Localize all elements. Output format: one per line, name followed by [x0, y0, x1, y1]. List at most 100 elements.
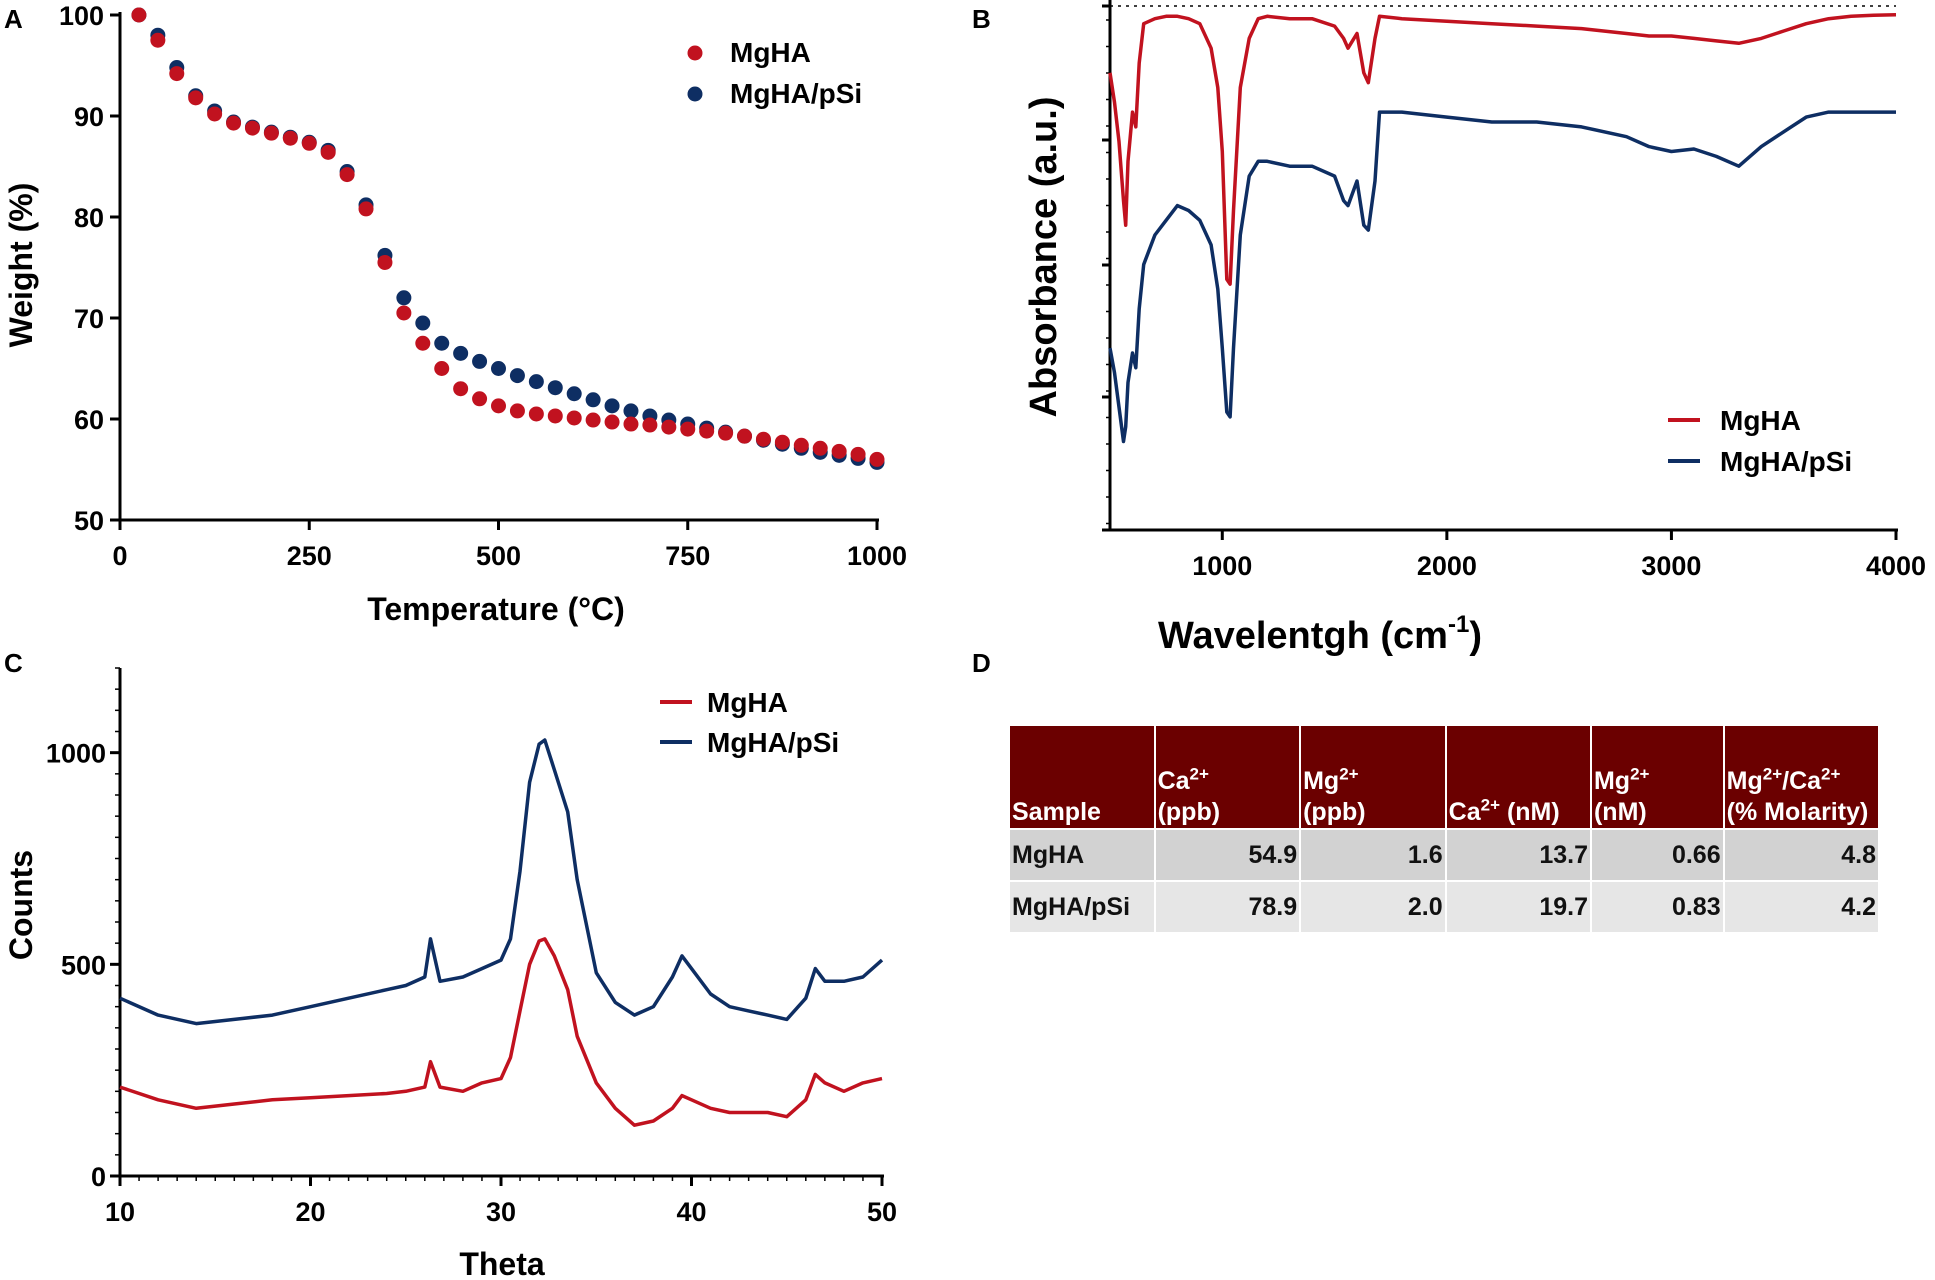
data-point [472, 353, 488, 369]
data-point [585, 412, 601, 428]
xrd-legend: MgHA MgHA/pSi [660, 687, 839, 758]
table-row: MgHA 54.9 1.6 13.7 0.66 4.8 [1010, 830, 1878, 880]
data-point [604, 398, 620, 414]
y-tick-label: 0 [91, 1162, 106, 1192]
x-tick-label: 10 [105, 1197, 135, 1227]
cell-ca-nm: 19.7 [1446, 882, 1590, 932]
data-point [358, 201, 374, 217]
ftir-axes: 1000 2000 3000 4000 [1102, 0, 1926, 581]
data-point [528, 374, 544, 390]
data-point [339, 167, 355, 183]
x-tick-label: 750 [665, 541, 710, 571]
ftir-chart: 1000 2000 3000 4000 Wavelentgh (cm-1) Absor… [1023, 0, 1926, 657]
tga-y-axis-label: Weight (%) [3, 183, 39, 348]
y-tick-label: 100 [59, 1, 104, 31]
series-mgha [131, 7, 885, 467]
data-point [604, 414, 620, 430]
data-point [793, 437, 809, 453]
xrd-marks [119, 738, 884, 1127]
series-line-mgha [119, 937, 883, 1127]
ftir-y-axis-label: Absorbance (a.u.) [1023, 97, 1065, 418]
data-point [831, 443, 847, 459]
xrd-axes: 0 500 1000 10 20 30 40 50 [46, 667, 897, 1227]
header-mg-ca-molarity: Mg2+/Ca2+ (% Molarity) [1724, 726, 1878, 828]
tga-legend: MgHA MgHA/pSi [687, 37, 862, 109]
data-point [850, 446, 866, 462]
legend-marker-mgha [687, 45, 703, 61]
y-tick-label: 70 [74, 304, 104, 334]
data-point [623, 416, 639, 432]
table-header-row: Sample Ca2+ (ppb) Mg2+ (ppb) Ca2+ (nM) Mg2… [1010, 726, 1878, 828]
header-sample: Sample [1010, 726, 1154, 828]
data-point [453, 381, 469, 397]
x-tick-label: 30 [486, 1197, 516, 1227]
legend-label-mgha: MgHA [707, 687, 788, 718]
panel-label-d: D [972, 648, 991, 678]
data-point [169, 66, 185, 82]
legend-label-mgha-psi: MgHA/pSi [707, 727, 839, 758]
tga-marks [131, 7, 885, 470]
data-point [661, 419, 677, 435]
data-point [434, 361, 450, 376]
data-point [718, 425, 734, 441]
xrd-y-axis-label: Counts [3, 850, 39, 960]
data-point [301, 135, 317, 151]
data-point [415, 315, 431, 331]
panel-label-a: A [4, 4, 23, 34]
data-point [547, 408, 563, 424]
data-point [566, 410, 582, 426]
y-tick-label: 60 [74, 405, 104, 435]
x-tick-label: 4000 [1866, 551, 1926, 581]
x-tick-label: 0 [112, 541, 127, 571]
data-point [377, 254, 393, 270]
cell-sample: MgHA/pSi [1010, 882, 1154, 932]
data-point [472, 391, 488, 407]
legend-label-mgha-psi: MgHA/pSi [1720, 446, 1852, 477]
data-point [226, 115, 242, 131]
cell-molarity: 4.8 [1724, 830, 1878, 880]
data-point [282, 130, 298, 146]
data-point [812, 440, 828, 456]
cell-mg-nm: 0.83 [1591, 882, 1723, 932]
x-tick-label: 50 [867, 1197, 897, 1227]
cell-ca-ppb: 78.9 [1155, 882, 1300, 932]
data-point [434, 335, 450, 351]
y-tick-label: 90 [74, 102, 104, 132]
panel-label-c: C [4, 648, 23, 678]
cell-ca-nm: 13.7 [1446, 830, 1590, 880]
table-row: MgHA/pSi 78.9 2.0 19.7 0.83 4.2 [1010, 882, 1878, 932]
legend-marker-mgha-psi [687, 86, 703, 102]
series-mgha-psi [131, 7, 885, 470]
series-line-mgha-psi [119, 738, 884, 1026]
xrd-x-axis-label: Theta [459, 1246, 545, 1280]
data-point [491, 398, 506, 414]
panel-label-b: B [972, 4, 991, 34]
x-tick-label: 1000 [1192, 551, 1252, 581]
cell-molarity: 4.2 [1724, 882, 1878, 932]
x-tick-label: 40 [676, 1197, 706, 1227]
x-tick-label: 3000 [1641, 551, 1701, 581]
data-point [528, 406, 544, 422]
data-point [263, 125, 279, 141]
ftir-marks [1108, 13, 1897, 444]
legend-label-mgha: MgHA [1720, 405, 1801, 436]
cell-sample: MgHA [1010, 830, 1154, 880]
data-point [396, 290, 412, 306]
x-tick-label: 250 [287, 541, 332, 571]
data-point [207, 106, 223, 122]
data-point [547, 380, 563, 396]
x-tick-label: 1000 [847, 541, 907, 571]
data-point [244, 120, 260, 136]
data-point [774, 434, 790, 450]
legend-label-mgha-psi: MgHA/pSi [730, 78, 862, 109]
y-tick-label: 1000 [46, 739, 106, 769]
header-ca-nm: Ca2+ (nM) [1446, 726, 1590, 828]
data-point [188, 90, 204, 106]
cell-mg-ppb: 1.6 [1301, 830, 1445, 880]
data-point [680, 421, 696, 437]
data-point [320, 144, 336, 160]
data-point [415, 335, 431, 351]
cell-mg-ppb: 2.0 [1301, 882, 1445, 932]
